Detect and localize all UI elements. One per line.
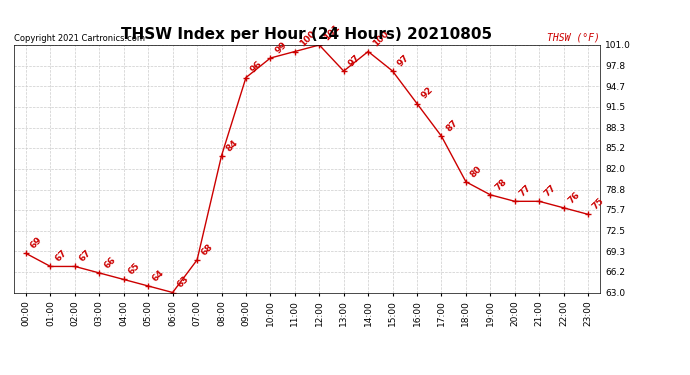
Text: 75: 75 bbox=[591, 196, 606, 211]
Text: 64: 64 bbox=[151, 268, 166, 283]
Text: THSW (°F): THSW (°F) bbox=[547, 33, 600, 42]
Text: 100: 100 bbox=[371, 29, 391, 49]
Text: 67: 67 bbox=[78, 248, 93, 264]
Text: 100: 100 bbox=[297, 29, 317, 49]
Text: 87: 87 bbox=[444, 118, 460, 134]
Text: 63: 63 bbox=[175, 274, 190, 290]
Text: 77: 77 bbox=[542, 183, 558, 198]
Text: 65: 65 bbox=[126, 261, 141, 277]
Text: 97: 97 bbox=[346, 53, 362, 68]
Text: 101: 101 bbox=[322, 23, 342, 42]
Title: THSW Index per Hour (24 Hours) 20210805: THSW Index per Hour (24 Hours) 20210805 bbox=[121, 27, 493, 42]
Text: 68: 68 bbox=[200, 242, 215, 257]
Text: 80: 80 bbox=[469, 164, 484, 179]
Text: 84: 84 bbox=[224, 138, 239, 153]
Text: 97: 97 bbox=[395, 53, 411, 68]
Text: 69: 69 bbox=[29, 236, 44, 250]
Text: 96: 96 bbox=[248, 60, 264, 75]
Text: 66: 66 bbox=[102, 255, 117, 270]
Text: 67: 67 bbox=[53, 248, 68, 264]
Text: 77: 77 bbox=[518, 183, 533, 198]
Text: 99: 99 bbox=[273, 40, 288, 55]
Text: 78: 78 bbox=[493, 177, 509, 192]
Text: Copyright 2021 Cartronics.com: Copyright 2021 Cartronics.com bbox=[14, 33, 145, 42]
Text: 76: 76 bbox=[566, 190, 582, 205]
Text: 92: 92 bbox=[420, 86, 435, 101]
